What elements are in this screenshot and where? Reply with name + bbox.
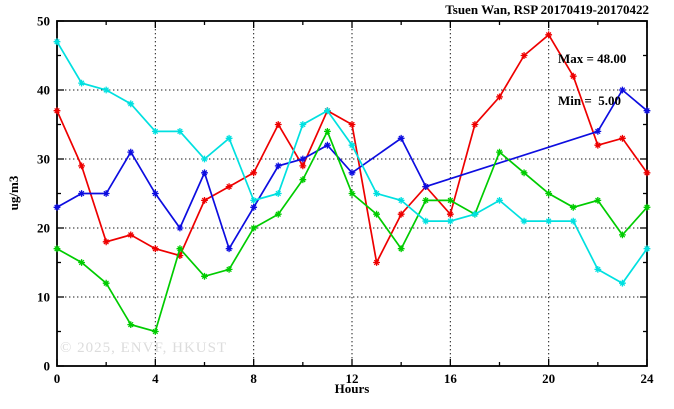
svg-text:50: 50 <box>37 14 50 29</box>
tick-labels: 0 10 20 30 40 50 0 4 8 12 16 20 24 <box>37 14 654 387</box>
series-blue-line <box>53 86 651 253</box>
x-axis-label: Hours <box>334 381 370 396</box>
svg-text:0: 0 <box>54 371 61 386</box>
min-value-label: Min = 5.00 <box>558 93 622 108</box>
svg-text:10: 10 <box>37 290 50 305</box>
max-min-annotation: Max = 48.00 Min = 5.00 <box>558 24 626 136</box>
svg-text:8: 8 <box>250 371 257 386</box>
series-green-line <box>53 128 651 335</box>
svg-text:40: 40 <box>37 83 50 98</box>
svg-text:4: 4 <box>152 371 159 386</box>
svg-text:30: 30 <box>37 152 50 167</box>
y-axis-label: ug/m3 <box>6 175 21 211</box>
watermark: © 2025, ENVF, HKUST <box>60 340 228 356</box>
svg-text:0: 0 <box>44 359 51 374</box>
max-value-label: Max = 48.00 <box>558 51 627 66</box>
svg-text:16: 16 <box>444 371 458 386</box>
series-cyan-line <box>53 38 651 287</box>
svg-text:20: 20 <box>37 221 50 236</box>
svg-text:12: 12 <box>346 371 359 386</box>
chart-title: Tsuen Wan, RSP 20170419-20170422 <box>445 2 649 17</box>
svg-text:20: 20 <box>542 371 555 386</box>
plot-border <box>56 20 648 367</box>
svg-text:24: 24 <box>641 371 655 386</box>
